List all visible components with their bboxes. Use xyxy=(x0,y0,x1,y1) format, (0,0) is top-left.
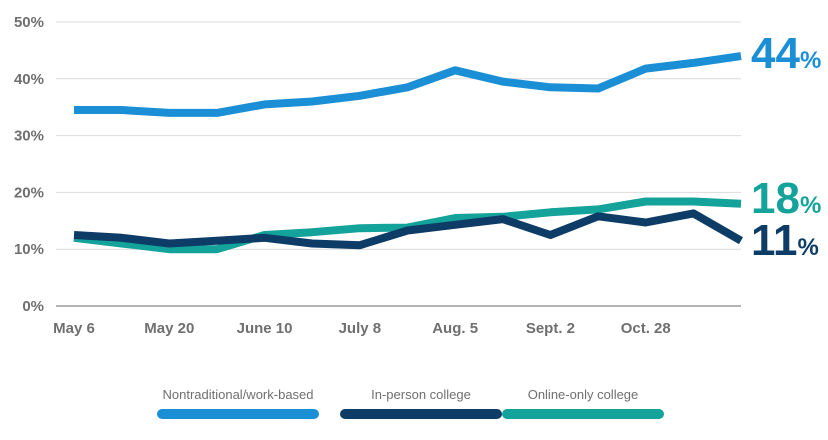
x-tick-label: May 20 xyxy=(144,320,194,337)
end-value-label: 44% xyxy=(751,29,821,78)
y-axis: 0% 10% 20% 30% 40% 50% xyxy=(14,14,44,315)
end-value-label: 18% xyxy=(751,174,821,223)
legend-item: Nontraditional/work-based xyxy=(157,387,319,419)
y-tick-label: 40% xyxy=(14,71,44,88)
y-tick-label: 30% xyxy=(14,128,44,145)
legend-item: In-person college xyxy=(340,387,502,419)
legend-label: Nontraditional/work-based xyxy=(162,387,313,402)
y-tick-label: 10% xyxy=(14,241,44,258)
end-value-labels: 44% 11%18% xyxy=(751,29,821,265)
x-axis: May 6 May 20 June 10 July 8 Aug. 5 Sept. 2 Oct… xyxy=(53,320,671,337)
legend-label: Online-only college xyxy=(528,387,639,402)
x-tick-label: July 8 xyxy=(339,320,382,337)
gridlines xyxy=(56,21,741,307)
series-line-nontraditional-work-based xyxy=(74,52,742,117)
series-lines xyxy=(73,52,743,254)
legend-item: Online-only college xyxy=(502,387,664,419)
x-tick-label: June 10 xyxy=(237,320,293,337)
x-tick-label: May 6 xyxy=(53,320,95,337)
y-tick-label: 50% xyxy=(14,14,44,31)
y-tick-label: 20% xyxy=(14,184,44,201)
legend: Nontraditional/work-based In-person colle… xyxy=(157,387,664,419)
x-tick-label: Sept. 2 xyxy=(526,320,575,337)
series-line-in-person-college xyxy=(73,209,743,250)
end-value-label: 11% xyxy=(751,216,819,265)
legend-label: In-person college xyxy=(371,387,471,402)
x-tick-label: Aug. 5 xyxy=(432,320,478,337)
y-tick-label: 0% xyxy=(22,298,44,315)
x-tick-label: Oct. 28 xyxy=(621,320,671,337)
